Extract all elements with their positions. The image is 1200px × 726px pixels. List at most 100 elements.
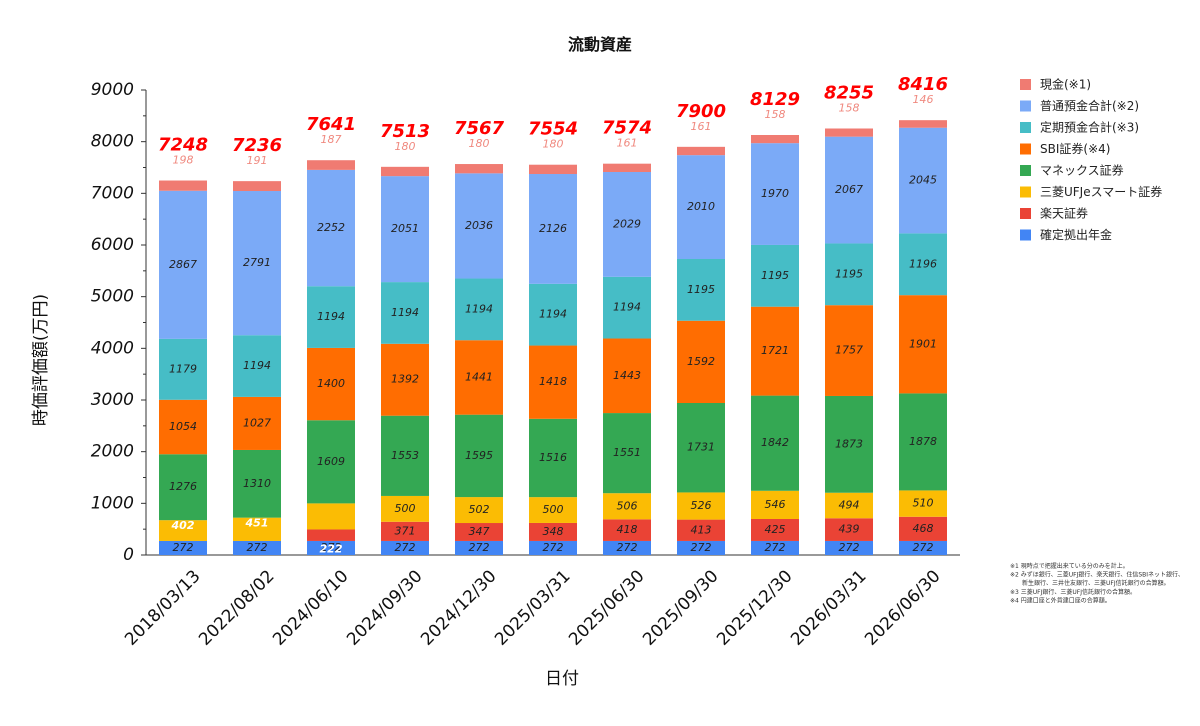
bar-segment [307,529,355,541]
segment-value-label: 502 [469,503,490,516]
bar-segment [825,243,873,306]
bar-segment [751,490,799,519]
segment-value-label: 2036 [465,219,493,232]
bar-segment [455,540,503,555]
segment-value-label: 1443 [613,369,641,382]
segment-value-label: 1873 [835,437,863,450]
bar-segment [233,335,281,397]
legend-label: 現金(※1) [1040,77,1091,92]
segment-value-label: 222 [320,542,343,555]
bar-segment [899,490,947,517]
y-tick-label: 6000 [91,235,134,255]
segment-value-label: 402 [171,519,195,532]
total-value-label: 8255 [824,82,874,103]
segment-value-label: 1731 [687,441,715,454]
segment-value-label: 1441 [465,370,493,383]
bar-segment [751,395,799,491]
total-value-label: 7513 [380,121,430,142]
segment-value-label: 1592 [687,355,715,368]
segment-value-label: 2067 [835,183,863,196]
y-tick-label: 0 [123,545,134,565]
segment-value-label: 2867 [169,258,197,271]
segment-value-label: 1194 [391,306,419,319]
bar-segment [159,399,207,455]
segment-value-label: 1310 [243,477,271,490]
bar-segment [307,169,355,287]
legend-item: 現金(※1) [1020,77,1091,92]
bar-segment [381,282,429,344]
segment-value-label: 2029 [613,217,641,230]
segment-value-label: 1196 [909,257,937,270]
legend-swatch [1020,79,1031,90]
bar-segment [455,414,503,498]
bar-segment [603,540,651,555]
segment-value-label: 1553 [391,449,419,462]
bar-segment [825,128,873,137]
bar-segment [751,540,799,555]
legend-label: 定期預金合計(※3) [1040,120,1139,135]
y-tick-label: 9000 [91,80,134,100]
segment-value-label: 494 [839,499,860,512]
segment-value-label: 348 [543,525,564,538]
bar-segment [159,540,207,555]
bar-segment [825,305,873,396]
bar-segment [381,495,429,522]
y-tick-label: 8000 [91,132,134,152]
y-tick-label: 2000 [91,442,134,462]
segment-value-label: 546 [765,498,786,511]
bar-segment [381,176,429,283]
segment-value-label: 2051 [391,222,419,235]
segment-value-label: 272 [395,541,416,554]
segment-value-label: 413 [691,523,712,536]
bar-segment [677,519,725,541]
bar-segment [677,146,725,156]
chart-title: 流動資産 [568,35,632,54]
segment-value-label: 1392 [391,373,419,386]
bar-segment [529,174,577,284]
segment-value-label: 1551 [613,446,641,459]
bar-stack: 27222250516091400119422521877641 [306,114,356,555]
legend-item: 楽天証券 [1020,206,1088,221]
bar-segment [825,395,873,493]
legend-swatch [1020,208,1031,219]
cash-value-label: 180 [395,140,416,153]
segment-value-label: 425 [765,523,786,536]
bar-segment [825,492,873,519]
bar-segment [381,343,429,416]
segment-value-label: 272 [765,541,786,554]
segment-value-label: 1054 [169,420,197,433]
bar-segment [455,278,503,341]
bar-segment [825,518,873,541]
total-value-label: 7900 [676,101,726,122]
segment-value-label: 272 [247,541,268,554]
segment-value-label: 1194 [243,359,271,372]
segment-value-label: 500 [543,503,564,516]
bar-segment [307,347,355,421]
legend-swatch [1020,143,1031,155]
legend-label: マネックス証券 [1040,163,1124,178]
y-axis-title: 時価評価額(万円) [31,294,51,426]
footnote-line: ※4 円建口座と外貨建口座の合算額。 [1010,596,1111,604]
legend-swatch [1020,229,1031,241]
bar-segment [603,276,651,339]
segment-value-label: 439 [839,523,860,536]
segment-value-label: 500 [395,502,416,515]
bar-segment [529,164,577,175]
total-value-label: 7236 [232,135,282,156]
bar-segment [603,493,651,520]
legend-label: 確定拠出年金 [1040,227,1112,242]
legend-swatch [1020,100,1031,112]
legend-label: 楽天証券 [1040,206,1088,221]
segment-value-label: 272 [617,541,638,554]
legend: 現金(※1) 普通預金合計(※2) 定期預金合計(※3) SBI証券(※4) マネックス… [1020,77,1162,242]
bar-segment [529,540,577,555]
bar-segment [233,540,281,555]
bar-segment [677,492,725,520]
bar-segment [603,163,651,172]
total-value-label: 8416 [898,74,948,95]
bar-series-group: 2720402127610541179286719872482720451131… [158,74,948,555]
